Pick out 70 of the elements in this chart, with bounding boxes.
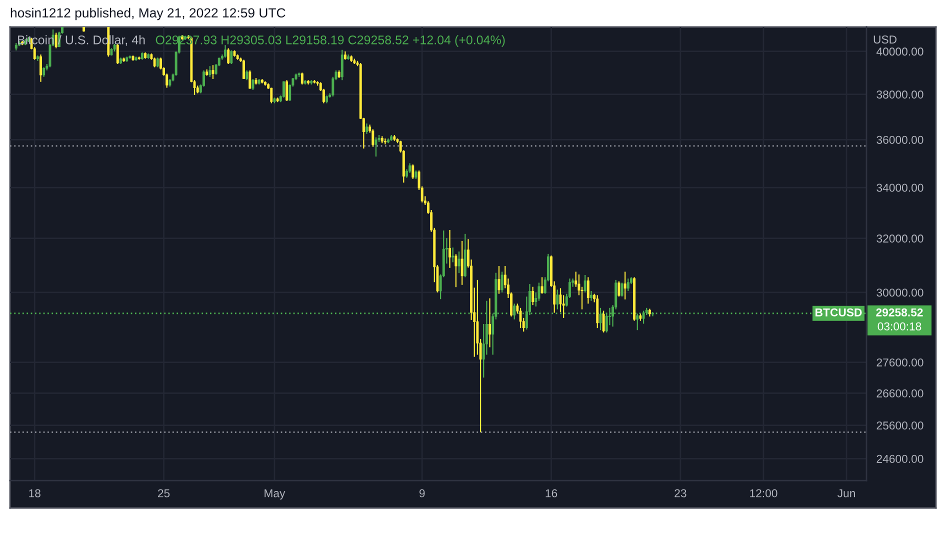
y-tick-label: 36000.00: [876, 136, 924, 144]
candlestick: [519, 307, 522, 329]
candlestick: [532, 286, 534, 306]
ref-line-label: BTCUSD: [816, 308, 862, 316]
candlestick: [40, 54, 42, 82]
candlestick: [458, 250, 460, 274]
text: 03:00:18: [878, 322, 922, 330]
candlestick: [300, 72, 304, 86]
x-tick-label: 9: [419, 489, 425, 498]
y-tick-label: 40000.00: [876, 48, 924, 56]
candlestick: [227, 48, 230, 65]
y-axis-title: USD: [874, 35, 896, 44]
candlestick: [282, 80, 285, 98]
x-tick-label: 25: [158, 489, 170, 498]
candlestick: [498, 265, 500, 294]
candlestick: [208, 66, 212, 78]
y-tick-label: 32000.00: [876, 234, 924, 243]
candlestick: [624, 271, 626, 300]
y-tick-label: 38000.00: [876, 90, 924, 99]
candlestick: [500, 271, 504, 293]
candlestick: [366, 122, 368, 134]
candlestick: [224, 44, 227, 58]
x-tick-label: 16: [546, 489, 558, 498]
y-tick-label: 27600.00: [876, 358, 924, 367]
text: hosin1212 published, May 21, 2022 12:59 UTC: [10, 8, 286, 20]
candlestick: [242, 59, 245, 80]
candlestick: [153, 57, 156, 68]
candlestick: [584, 274, 586, 293]
candlestick: [488, 298, 491, 348]
candlestick: [454, 254, 458, 288]
candlestick: [626, 278, 630, 292]
x-tick-label: May: [264, 489, 286, 500]
x-tick-label: 23: [674, 489, 686, 498]
candlestick: [620, 282, 624, 298]
candlestick: [230, 50, 233, 65]
candlestick: [556, 289, 559, 310]
y-tick-label: 34000.00: [876, 184, 924, 192]
candlestick: [452, 246, 454, 263]
candlestick: [42, 66, 46, 78]
candlestick: [212, 64, 214, 80]
candlestick: [618, 280, 620, 298]
x-tick-label: Jun: [838, 489, 855, 498]
y-tick-label: 26600.00: [876, 389, 924, 398]
x-tick-label: 18: [29, 489, 40, 498]
candlestick: [602, 310, 605, 334]
candlestick: [596, 294, 599, 329]
candlestick: [246, 70, 248, 81]
y-tick-label: 30000.00: [876, 288, 924, 297]
candlestick: [248, 70, 252, 90]
candlestick: [374, 136, 378, 158]
candlestick: [460, 240, 464, 286]
candlestick: [156, 57, 159, 68]
candlestick: [340, 49, 344, 81]
candlestick: [372, 128, 374, 148]
x-tick-label: 12:00: [750, 489, 778, 498]
candlestick: [590, 290, 592, 302]
candlestick: [513, 303, 516, 320]
candlestick: [586, 276, 590, 304]
y-tick-label: 24600.00: [876, 454, 924, 463]
candlestick: [252, 78, 254, 90]
candlestick: [448, 229, 452, 268]
candlestick: [384, 138, 386, 145]
text: 29258.52: [876, 308, 923, 316]
y-tick-label: 25600.00: [876, 421, 924, 430]
candlestick: [412, 164, 414, 180]
candlestick: [286, 80, 288, 102]
candlestick: [642, 310, 645, 324]
candlestick: [540, 276, 544, 294]
candlestick: [408, 162, 412, 174]
candlestick: [270, 87, 273, 104]
